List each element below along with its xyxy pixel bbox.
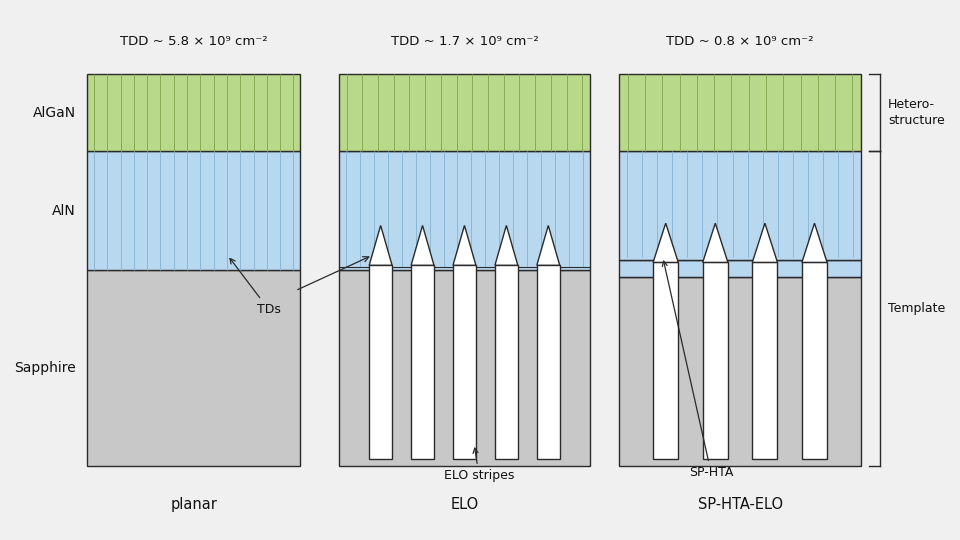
Polygon shape <box>703 262 728 459</box>
Text: Hetero-
structure: Hetero- structure <box>888 98 945 127</box>
Polygon shape <box>495 226 517 265</box>
Text: TDD ~ 1.7 × 10⁹ cm⁻²: TDD ~ 1.7 × 10⁹ cm⁻² <box>391 35 539 48</box>
Polygon shape <box>87 151 300 270</box>
Polygon shape <box>370 226 392 265</box>
Polygon shape <box>619 74 861 151</box>
Text: TDs: TDs <box>230 259 280 316</box>
Polygon shape <box>619 276 861 466</box>
Text: SP-HTA-ELO: SP-HTA-ELO <box>698 497 782 512</box>
Polygon shape <box>339 74 590 151</box>
Polygon shape <box>411 226 434 265</box>
Polygon shape <box>537 265 560 459</box>
Polygon shape <box>802 223 828 262</box>
Polygon shape <box>370 265 392 459</box>
Text: planar: planar <box>170 497 217 512</box>
Polygon shape <box>802 262 828 459</box>
Text: Template: Template <box>888 302 946 315</box>
Text: Sapphire: Sapphire <box>14 361 76 375</box>
Polygon shape <box>653 262 679 459</box>
Polygon shape <box>753 223 778 262</box>
Text: AlN: AlN <box>52 204 76 218</box>
Text: AlGaN: AlGaN <box>33 106 76 120</box>
Polygon shape <box>619 260 861 276</box>
Text: ELO: ELO <box>450 497 479 512</box>
Polygon shape <box>753 262 778 459</box>
Text: TDD ~ 5.8 × 10⁹ cm⁻²: TDD ~ 5.8 × 10⁹ cm⁻² <box>120 35 268 48</box>
Polygon shape <box>87 74 300 151</box>
Text: TDD ~ 0.8 × 10⁹ cm⁻²: TDD ~ 0.8 × 10⁹ cm⁻² <box>666 35 814 48</box>
Polygon shape <box>703 223 728 262</box>
Polygon shape <box>339 270 590 466</box>
Polygon shape <box>453 226 476 265</box>
Polygon shape <box>411 265 434 459</box>
Text: ELO stripes: ELO stripes <box>444 448 515 482</box>
Polygon shape <box>495 265 517 459</box>
Polygon shape <box>653 223 679 262</box>
Text: SP-HTA: SP-HTA <box>662 261 733 479</box>
Polygon shape <box>453 265 476 459</box>
Polygon shape <box>87 270 300 466</box>
Polygon shape <box>537 226 560 265</box>
Polygon shape <box>339 151 590 270</box>
Polygon shape <box>619 151 861 260</box>
